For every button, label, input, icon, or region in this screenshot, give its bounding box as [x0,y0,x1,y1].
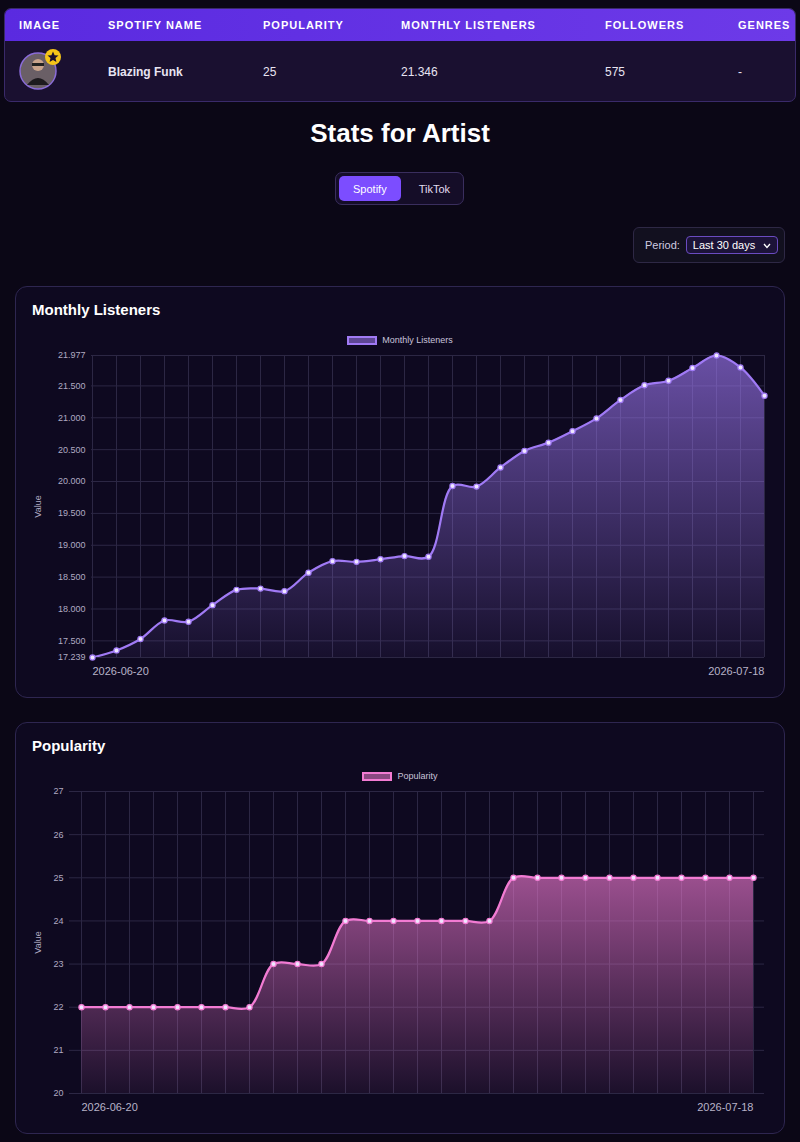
html-text:GENRES: GENRES [738,19,791,31]
svg-text:2026-07-18: 2026-07-18 [708,665,764,677]
svg-text:20: 20 [53,1088,63,1098]
svg-text:18.000: 18.000 [58,604,86,614]
svg-text:18.500: 18.500 [58,572,86,582]
html-text:SPOTIFY NAME: SPOTIFY NAME [108,19,203,31]
svg-text:17.500: 17.500 [58,636,86,646]
svg-text:2026-06-20: 2026-06-20 [93,665,149,677]
html-text:POPULARITY: POPULARITY [263,19,344,31]
html-text:Monthly Listeners: Monthly Listeners [382,335,453,345]
html-text:Monthly Listeners: Monthly Listeners [32,301,161,318]
svg-text:26: 26 [53,830,63,840]
html-text:Popularity: Popularity [32,737,106,754]
svg-text:19.000: 19.000 [58,540,86,550]
html-text:Blazing Funk: Blazing Funk [108,65,183,79]
svg-text:25: 25 [53,873,63,883]
svg-text:24: 24 [53,916,63,926]
svg-text:22: 22 [53,1002,63,1012]
html-text:IMAGE: IMAGE [19,19,61,31]
svg-text:21.500: 21.500 [58,381,86,391]
svg-text:21.000: 21.000 [58,413,86,423]
svg-text:19.500: 19.500 [58,508,86,518]
svg-text:2026-06-20: 2026-06-20 [82,1101,138,1113]
html-text:25: 25 [263,65,277,79]
html-text:575: 575 [605,65,625,79]
svg-text:2026-07-18: 2026-07-18 [697,1101,753,1113]
html-text:21.346: 21.346 [401,65,438,79]
svg-text:17.239: 17.239 [58,652,86,662]
html-text:Stats for Artist: Stats for Artist [310,118,490,148]
svg-text:27: 27 [53,786,63,796]
html-text:Spotify: Spotify [353,182,387,195]
html-text:Last 30 days: Last 30 days [692,239,756,251]
html-text:Period:: Period: [645,239,680,251]
svg-text:Value: Value [33,495,43,517]
svg-text:21.977: 21.977 [58,350,86,360]
html-text:MONTHLY LISTENERS: MONTHLY LISTENERS [401,19,536,31]
svg-text:21: 21 [53,1045,63,1055]
svg-text:20.500: 20.500 [58,445,86,455]
html-text:TikTok: TikTok [418,182,450,195]
svg-text:23: 23 [53,959,63,969]
html-text:FOLLOWERS: FOLLOWERS [605,19,685,31]
svg-text:Value: Value [33,931,43,953]
html-text:Popularity: Popularity [397,771,438,781]
svg-text:20.000: 20.000 [58,476,86,486]
